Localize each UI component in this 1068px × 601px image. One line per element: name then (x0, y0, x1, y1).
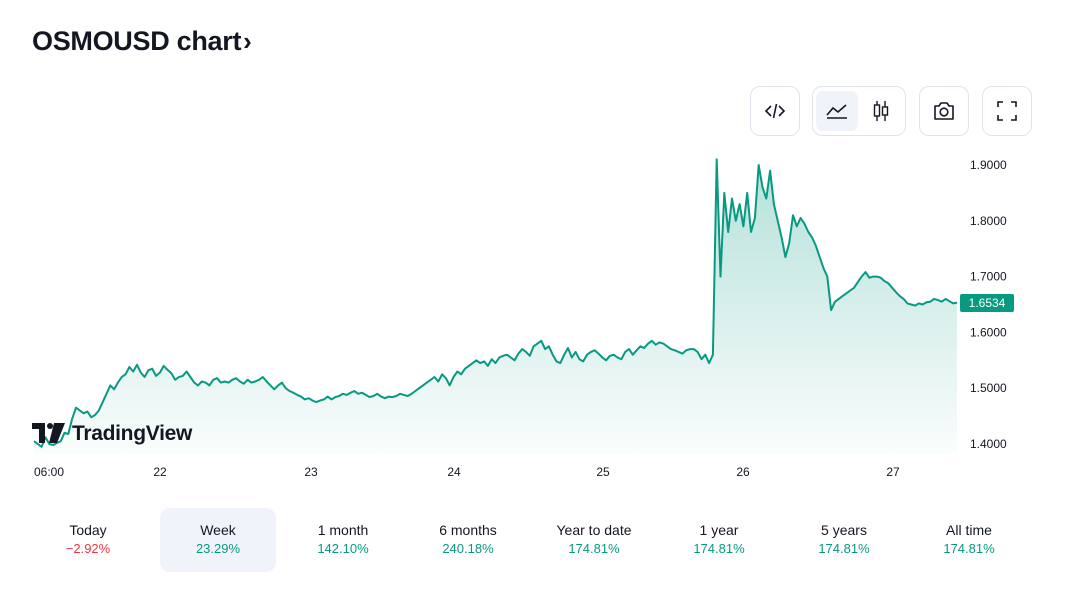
period-change: −2.92% (65, 541, 111, 556)
x-tick-label: 25 (596, 465, 610, 479)
period-label: Year to date (556, 522, 632, 538)
chart-style-toggle (812, 86, 906, 136)
tradingview-logo-text: TradingView (72, 422, 193, 445)
y-tick-label: 1.7000 (970, 270, 1007, 284)
price-area-fill (34, 159, 957, 454)
period-tab-today[interactable]: Today −2.92% (30, 508, 146, 572)
price-line (33, 158, 958, 448)
page-title-text: OSMOUSD chart (32, 26, 242, 56)
tradingview-logo-icon (32, 423, 65, 443)
y-tick-label: 1.9000 (970, 158, 1007, 172)
period-label: 1 year (699, 522, 739, 538)
tradingview-logo[interactable]: TradingView (32, 422, 192, 446)
period-tab-all-time[interactable]: All time 174.81% (911, 508, 1027, 572)
period-change: 174.81% (568, 541, 620, 556)
y-tick-label: 1.8000 (970, 214, 1007, 228)
period-label: Today (69, 522, 107, 538)
period-label: 1 month (317, 522, 369, 538)
period-label: 6 months (439, 522, 497, 538)
last-price-label: 1.6534 (960, 293, 1014, 312)
period-tab-week[interactable]: Week 23.29% (160, 508, 276, 572)
x-tick-label: 22 (153, 465, 167, 479)
period-label: Week (200, 522, 236, 538)
period-label: All time (946, 522, 992, 538)
period-tabs: Today −2.92% Week 23.29% 1 month 142.10%… (30, 508, 1040, 572)
period-tab-5-years[interactable]: 5 years 174.81% (786, 508, 902, 572)
screenshot-button[interactable] (919, 86, 969, 136)
fullscreen-button[interactable] (982, 86, 1032, 136)
period-change: 174.81% (693, 541, 745, 556)
camera-icon (934, 102, 954, 120)
period-change: 174.81% (818, 541, 870, 556)
y-tick-label: 1.5000 (970, 381, 1007, 395)
period-label: 5 years (821, 522, 867, 538)
period-tab-6-months[interactable]: 6 months 240.18% (410, 508, 526, 572)
price-chart[interactable]: 1.9000 1.8000 1.7000 1.6000 1.5000 1.4000 06:… (0, 140, 1068, 490)
period-tab-1-year[interactable]: 1 year 174.81% (661, 508, 777, 572)
embed-icon (764, 103, 786, 119)
x-tick-label: 06:00 (34, 465, 64, 479)
candlestick-icon (873, 101, 889, 121)
page-title[interactable]: OSMOUSD chart› (32, 26, 252, 57)
x-tick-label: 27 (886, 465, 900, 479)
y-tick-label: 1.6000 (970, 325, 1007, 339)
period-change: 240.18% (442, 541, 494, 556)
period-change: 174.81% (943, 541, 995, 556)
area-chart-button[interactable] (816, 91, 858, 131)
x-tick-label: 24 (447, 465, 461, 479)
x-tick-label: 23 (304, 465, 318, 479)
period-change: 23.29% (195, 541, 241, 556)
y-tick-label: 1.4000 (970, 437, 1007, 451)
chevron-right-icon: › (243, 26, 252, 56)
candlestick-button[interactable] (860, 91, 902, 131)
period-tab-year-to-date[interactable]: Year to date 174.81% (536, 508, 652, 572)
fullscreen-icon (997, 101, 1017, 121)
area-chart-icon (826, 104, 847, 119)
embed-button[interactable] (750, 86, 800, 136)
period-change: 142.10% (317, 541, 369, 556)
period-tab-1-month[interactable]: 1 month 142.10% (285, 508, 401, 572)
x-tick-label: 26 (736, 465, 750, 479)
